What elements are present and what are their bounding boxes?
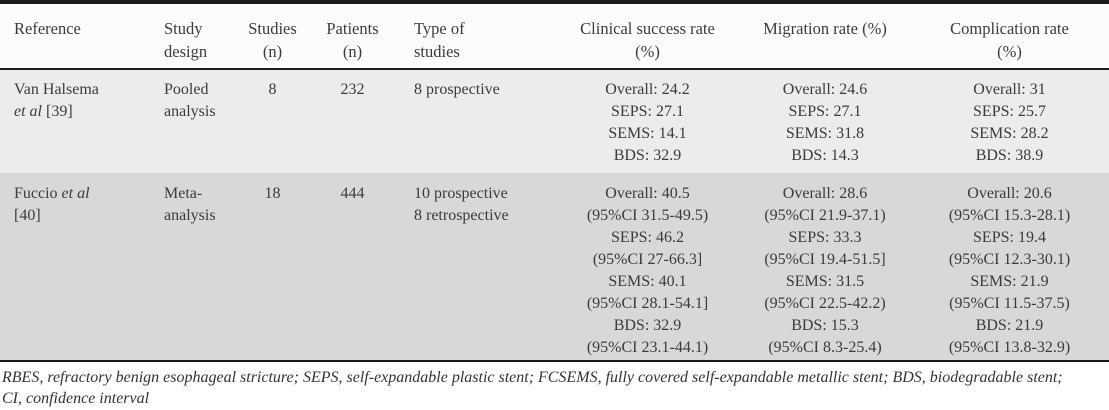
cell-type-of-studies: 8 prospective <box>400 69 555 173</box>
cell-type-of-studies: 10 prospective 8 retrospective <box>400 173 555 362</box>
table-footnote: RBES, refractory benign esophageal stric… <box>0 362 1109 409</box>
col-header-patients-n: Patients (n) <box>305 2 400 70</box>
cell-study-design: Meta- analysis <box>150 173 240 362</box>
col-header-complication-rate: Complication rate (%) <box>910 2 1109 70</box>
cell-studies-n: 18 <box>240 173 305 362</box>
table-row-van-halsema: Van Halsema et al [39] Pooled analysis 8… <box>0 69 1109 173</box>
col-header-type-of-studies: Type of studies <box>400 2 555 70</box>
col-header-migration-rate: Migration rate (%) <box>740 2 910 70</box>
cell-complication-rate: Overall: 20.6 (95%CI 15.3-28.1) SEPS: 19… <box>910 173 1109 362</box>
cell-migration-rate: Overall: 24.6 SEPS: 27.1 SEMS: 31.8 BDS:… <box>740 69 910 173</box>
cell-reference: Fuccio et al [40] <box>0 173 150 362</box>
studies-comparison-table: Reference Study design Studies (n) Patie… <box>0 0 1109 362</box>
cell-studies-n: 8 <box>240 69 305 173</box>
col-header-study-design: Study design <box>150 2 240 70</box>
cell-complication-rate: Overall: 31 SEPS: 25.7 SEMS: 28.2 BDS: 3… <box>910 69 1109 173</box>
cell-study-design: Pooled analysis <box>150 69 240 173</box>
table-row-fuccio: Fuccio et al [40] Meta- analysis 18 444 … <box>0 173 1109 362</box>
col-header-reference: Reference <box>0 2 150 70</box>
col-header-clinical-success-rate: Clinical success rate (%) <box>555 2 740 70</box>
cell-reference: Van Halsema et al [39] <box>0 69 150 173</box>
header-row: Reference Study design Studies (n) Patie… <box>0 2 1109 70</box>
col-header-studies-n: Studies (n) <box>240 2 305 70</box>
cell-patients-n: 444 <box>305 173 400 362</box>
cell-clinical-success-rate: Overall: 40.5 (95%CI 31.5-49.5) SEPS: 46… <box>555 173 740 362</box>
cell-clinical-success-rate: Overall: 24.2 SEPS: 27.1 SEMS: 14.1 BDS:… <box>555 69 740 173</box>
cell-migration-rate: Overall: 28.6 (95%CI 21.9-37.1) SEPS: 33… <box>740 173 910 362</box>
cell-patients-n: 232 <box>305 69 400 173</box>
